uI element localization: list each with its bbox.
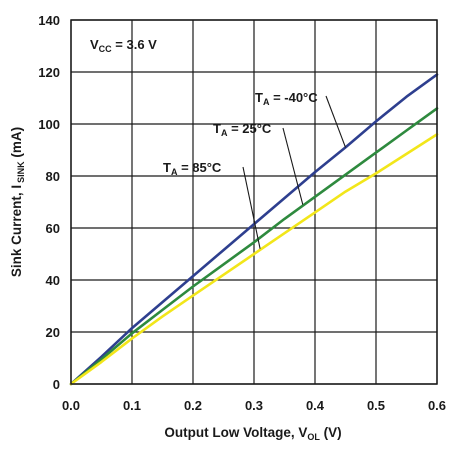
label-leader-line-0	[325, 95, 347, 148]
x-axis-title: Output Low Voltage, VOL (V)	[164, 425, 341, 442]
series-lines	[69, 73, 439, 386]
series-label-25: TA = 25°C	[213, 121, 272, 138]
y-tick-label: 80	[46, 169, 60, 184]
y-tick-label: 100	[38, 117, 60, 132]
vcc-annotation: VCC = 3.6 V	[90, 37, 157, 54]
x-tick-label: 0.2	[184, 398, 202, 413]
x-tick-labels: 0.0 0.1 0.2 0.3 0.4 0.5 0.6	[62, 398, 446, 413]
y-tick-label: 40	[46, 273, 60, 288]
x-tick-label: 0.3	[245, 398, 263, 413]
x-tick-label: 0.0	[62, 398, 80, 413]
x-tick-label: 0.4	[306, 398, 325, 413]
y-tick-label: 20	[46, 325, 60, 340]
y-axis-title: Sink Current, ISINK (mA)	[9, 127, 26, 277]
x-tick-label: 0.1	[123, 398, 141, 413]
label-leader-line-1	[282, 127, 304, 205]
y-tick-label: 140	[38, 13, 60, 28]
series-line-0	[69, 73, 439, 386]
y-tick-labels: 0 20 40 60 80 100 120 140	[38, 13, 60, 392]
series-line-1	[69, 107, 439, 386]
x-tick-label: 0.6	[428, 398, 446, 413]
series-label-85: TA = 85°C	[163, 160, 222, 177]
plot-frame	[70, 19, 438, 385]
y-tick-label: 0	[53, 377, 60, 392]
label-leader-line-2	[242, 166, 261, 249]
series-label-minus40: TA = -40°C	[255, 90, 318, 107]
y-tick-label: 120	[38, 65, 60, 80]
series-line-2	[69, 133, 439, 386]
x-tick-label: 0.5	[367, 398, 385, 413]
y-tick-label: 60	[46, 221, 60, 236]
label-leaders	[242, 95, 347, 249]
